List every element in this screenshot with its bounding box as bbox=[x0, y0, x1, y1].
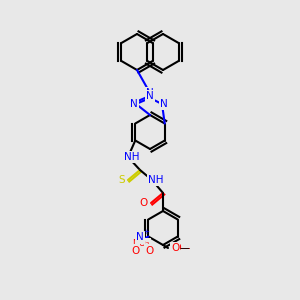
Text: O: O bbox=[131, 245, 140, 256]
Text: O: O bbox=[171, 243, 179, 253]
Text: +: + bbox=[143, 229, 149, 235]
Text: S: S bbox=[118, 175, 125, 185]
Text: N: N bbox=[146, 88, 154, 98]
Text: —: — bbox=[180, 243, 190, 253]
Text: O: O bbox=[145, 245, 153, 256]
Text: NH: NH bbox=[148, 175, 164, 185]
Text: NO₂: NO₂ bbox=[133, 239, 150, 248]
Text: N: N bbox=[146, 91, 154, 101]
Text: O—: O— bbox=[173, 243, 190, 253]
Text: NH: NH bbox=[124, 152, 140, 162]
Text: O: O bbox=[140, 198, 148, 208]
Text: N: N bbox=[130, 99, 138, 109]
Text: N: N bbox=[160, 99, 168, 109]
Text: N: N bbox=[136, 232, 144, 242]
